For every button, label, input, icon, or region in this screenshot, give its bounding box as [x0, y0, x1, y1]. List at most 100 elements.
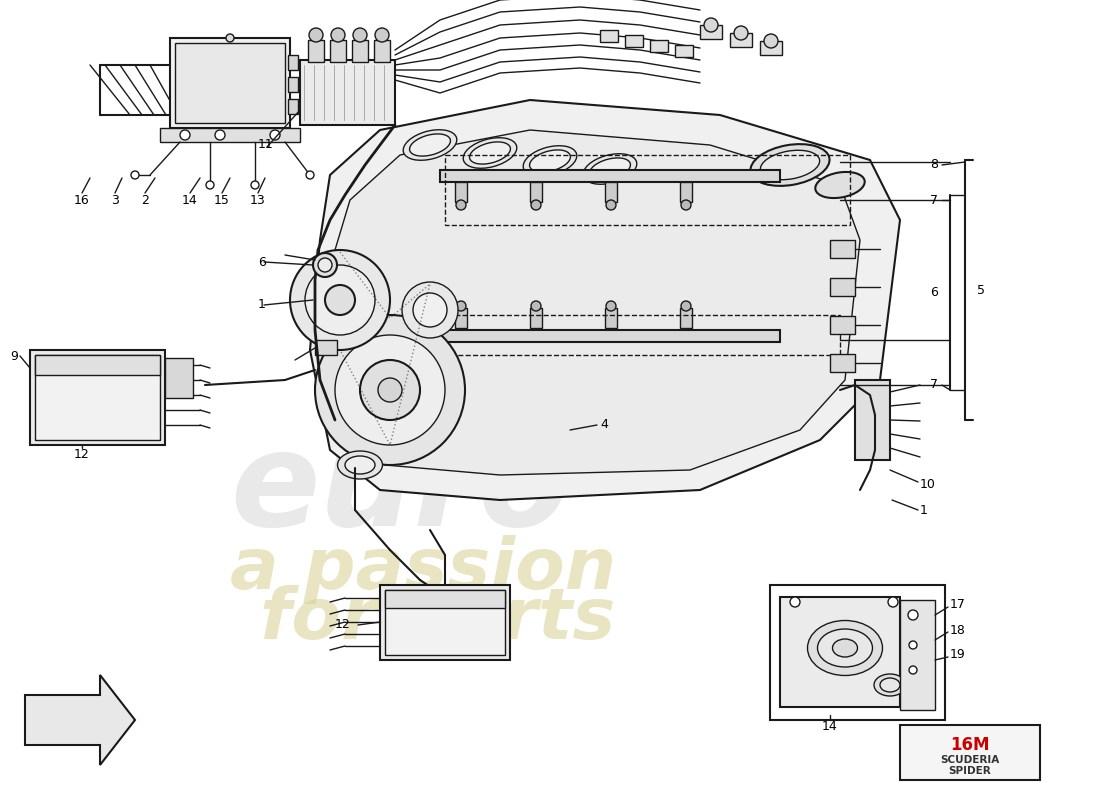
Ellipse shape: [750, 144, 829, 186]
Ellipse shape: [463, 138, 517, 168]
Bar: [530, 308, 542, 328]
Polygon shape: [330, 130, 860, 475]
Circle shape: [353, 28, 367, 42]
Bar: [830, 240, 855, 258]
Bar: [830, 316, 855, 334]
Ellipse shape: [833, 639, 858, 657]
Circle shape: [606, 200, 616, 210]
Bar: [170, 38, 290, 128]
Text: 14: 14: [822, 721, 838, 734]
Circle shape: [305, 265, 375, 335]
Circle shape: [251, 181, 258, 189]
Circle shape: [531, 200, 541, 210]
Ellipse shape: [583, 154, 637, 184]
Circle shape: [318, 258, 332, 272]
Ellipse shape: [529, 150, 571, 172]
Bar: [385, 590, 505, 608]
Ellipse shape: [470, 142, 510, 164]
Bar: [605, 308, 617, 328]
Bar: [605, 182, 617, 202]
Bar: [625, 35, 644, 47]
Text: 4: 4: [600, 418, 608, 431]
Ellipse shape: [590, 158, 630, 180]
Text: 11: 11: [258, 138, 274, 151]
Circle shape: [909, 666, 917, 674]
Ellipse shape: [817, 629, 872, 667]
Text: 2: 2: [141, 194, 149, 206]
Text: 3: 3: [111, 194, 119, 206]
Bar: [455, 182, 468, 202]
Ellipse shape: [760, 150, 820, 180]
Circle shape: [331, 28, 345, 42]
Bar: [830, 278, 855, 296]
Circle shape: [306, 171, 313, 179]
Circle shape: [131, 171, 139, 179]
Text: 6: 6: [258, 255, 266, 269]
Circle shape: [290, 250, 390, 350]
Bar: [780, 597, 900, 707]
Bar: [650, 40, 668, 52]
Bar: [440, 170, 780, 182]
Bar: [730, 33, 752, 47]
Bar: [288, 77, 298, 92]
Circle shape: [764, 34, 778, 48]
Bar: [680, 308, 692, 328]
Bar: [35, 355, 160, 375]
Circle shape: [180, 130, 190, 140]
Ellipse shape: [524, 146, 576, 176]
Bar: [288, 99, 298, 114]
Circle shape: [704, 18, 718, 32]
Bar: [385, 590, 505, 655]
Circle shape: [531, 301, 541, 311]
Bar: [440, 330, 780, 342]
Text: 16M: 16M: [950, 736, 990, 754]
Circle shape: [314, 253, 337, 277]
Circle shape: [456, 301, 466, 311]
Polygon shape: [310, 100, 900, 500]
Bar: [160, 128, 300, 142]
Ellipse shape: [815, 172, 865, 198]
Bar: [530, 182, 542, 202]
Bar: [855, 380, 890, 460]
Text: 19: 19: [950, 649, 966, 662]
Circle shape: [360, 360, 420, 420]
Bar: [675, 45, 693, 57]
Text: SPIDER: SPIDER: [948, 766, 991, 776]
Text: 17: 17: [950, 598, 966, 611]
Text: 10: 10: [920, 478, 936, 491]
Ellipse shape: [345, 456, 375, 474]
Polygon shape: [25, 675, 135, 765]
Ellipse shape: [880, 678, 900, 692]
Bar: [352, 40, 368, 62]
Circle shape: [456, 200, 466, 210]
Text: 12: 12: [334, 618, 350, 631]
Circle shape: [309, 28, 323, 42]
Text: 1: 1: [920, 503, 928, 517]
Bar: [455, 308, 468, 328]
Text: 16: 16: [74, 194, 90, 206]
Text: 8: 8: [930, 158, 938, 171]
Ellipse shape: [338, 451, 383, 479]
Circle shape: [315, 315, 465, 465]
Circle shape: [734, 26, 748, 40]
Bar: [374, 40, 390, 62]
Text: 12: 12: [74, 449, 90, 462]
Circle shape: [606, 301, 616, 311]
Text: 13: 13: [250, 194, 266, 206]
Circle shape: [412, 293, 447, 327]
Circle shape: [909, 641, 917, 649]
Text: 1: 1: [258, 298, 266, 311]
Bar: [770, 585, 945, 720]
Circle shape: [790, 597, 800, 607]
Text: for parts: for parts: [260, 586, 615, 654]
Text: a passion: a passion: [230, 535, 616, 605]
Circle shape: [888, 597, 898, 607]
Circle shape: [378, 378, 402, 402]
Circle shape: [681, 200, 691, 210]
Text: SCUDERIA: SCUDERIA: [940, 755, 1000, 765]
Text: 6: 6: [931, 286, 938, 298]
Bar: [330, 40, 346, 62]
Circle shape: [206, 181, 214, 189]
Text: 7: 7: [930, 378, 938, 391]
Circle shape: [908, 610, 918, 620]
